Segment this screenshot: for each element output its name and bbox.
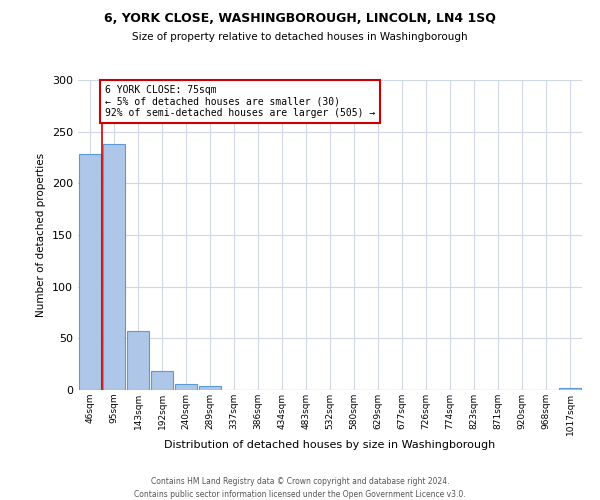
Text: Size of property relative to detached houses in Washingborough: Size of property relative to detached ho… bbox=[132, 32, 468, 42]
Bar bbox=[559, 388, 581, 390]
Bar bbox=[151, 372, 173, 390]
Bar bbox=[199, 386, 221, 390]
Text: Contains HM Land Registry data © Crown copyright and database right 2024.: Contains HM Land Registry data © Crown c… bbox=[151, 478, 449, 486]
Bar bbox=[103, 144, 125, 390]
Bar bbox=[79, 154, 101, 390]
Bar bbox=[127, 331, 149, 390]
Y-axis label: Number of detached properties: Number of detached properties bbox=[37, 153, 46, 317]
Text: 6 YORK CLOSE: 75sqm
← 5% of detached houses are smaller (30)
92% of semi-detache: 6 YORK CLOSE: 75sqm ← 5% of detached hou… bbox=[105, 85, 375, 118]
Text: 6, YORK CLOSE, WASHINGBOROUGH, LINCOLN, LN4 1SQ: 6, YORK CLOSE, WASHINGBOROUGH, LINCOLN, … bbox=[104, 12, 496, 26]
Text: Contains public sector information licensed under the Open Government Licence v3: Contains public sector information licen… bbox=[134, 490, 466, 499]
Bar bbox=[175, 384, 197, 390]
X-axis label: Distribution of detached houses by size in Washingborough: Distribution of detached houses by size … bbox=[164, 440, 496, 450]
